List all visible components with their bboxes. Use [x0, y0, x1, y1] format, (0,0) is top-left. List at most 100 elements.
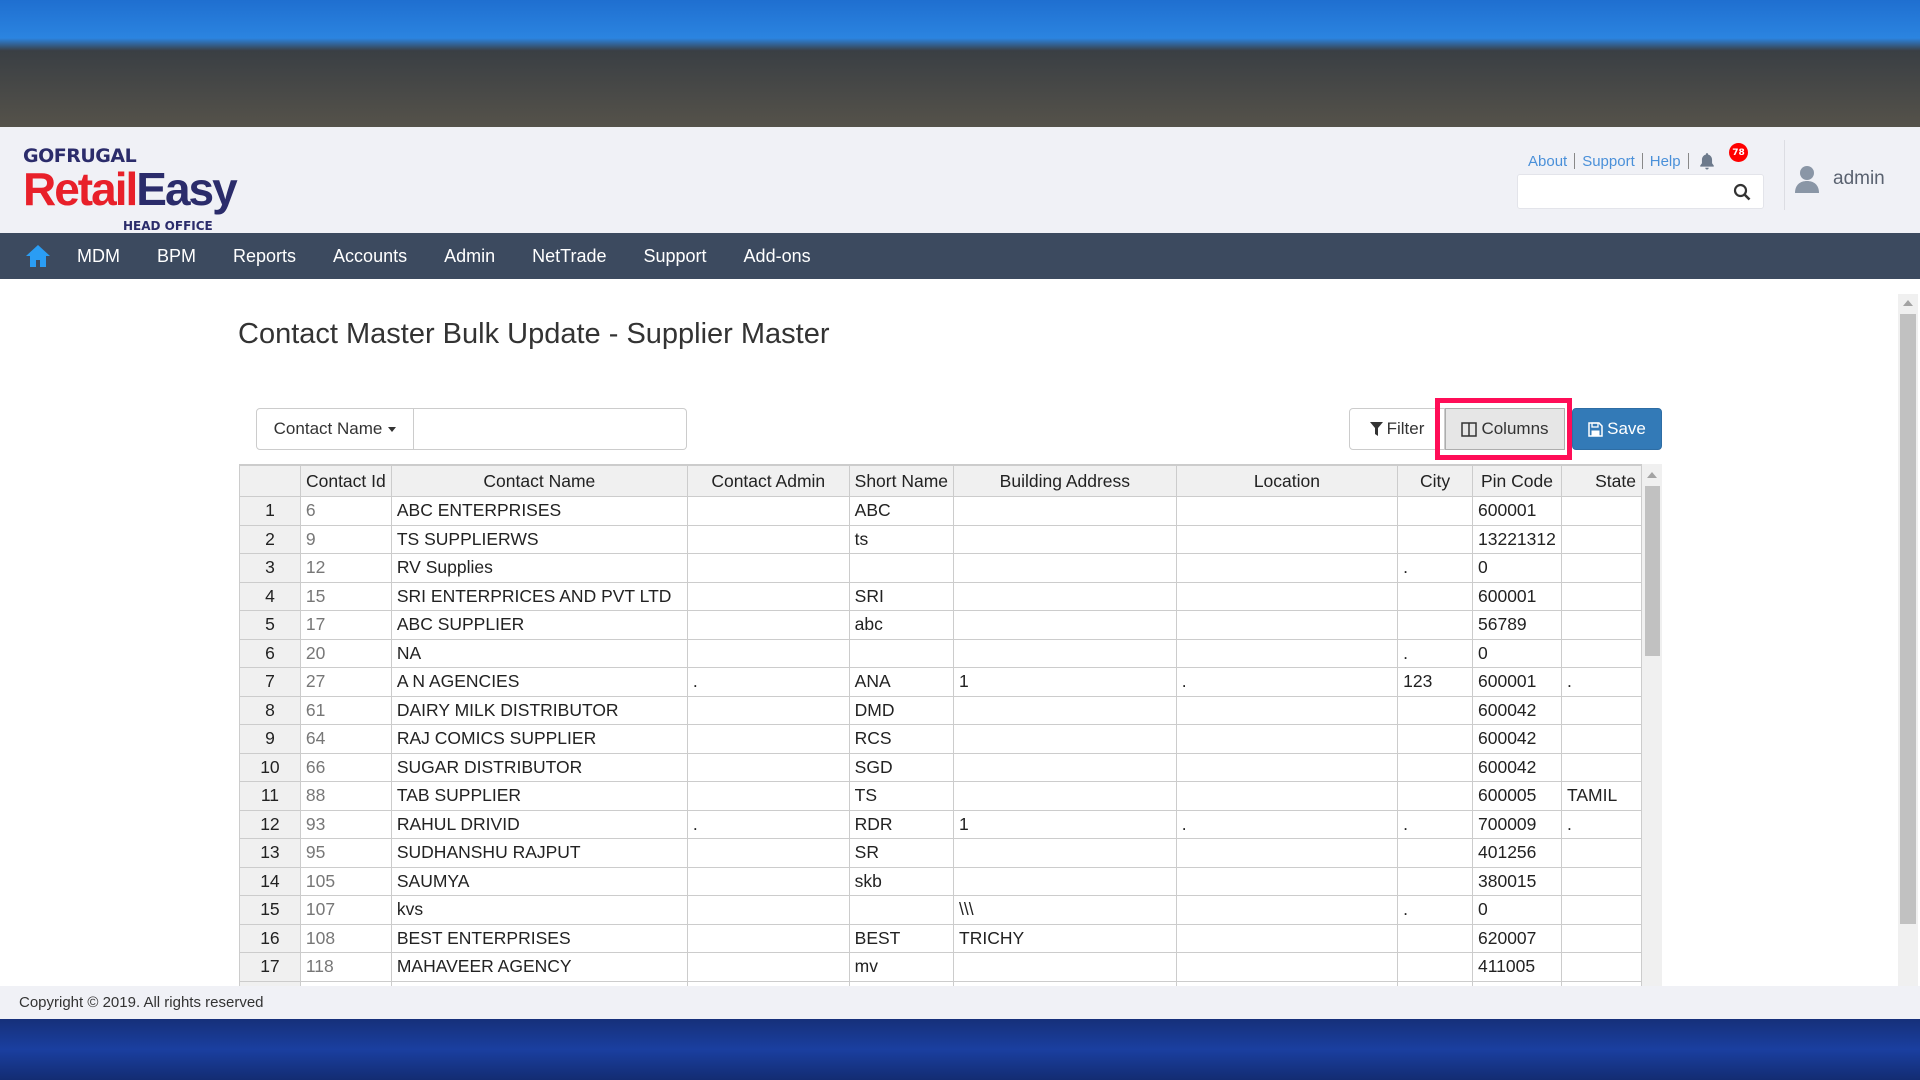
nav-mdm[interactable]: MDM [77, 245, 120, 266]
table-cell[interactable]: 27 [299, 667, 392, 697]
table-cell[interactable] [953, 781, 1177, 811]
table-cell[interactable]: DMD [848, 695, 955, 725]
table-cell[interactable]: DAIRY MILK DISTRIBUTOR [390, 695, 688, 725]
table-cell[interactable] [953, 581, 1177, 611]
table-cell[interactable] [1397, 496, 1473, 526]
table-cell[interactable] [848, 553, 955, 583]
table-row[interactable]: 9 64 RAJ COMICS SUPPLIER RCS 600042 [239, 724, 1642, 754]
table-cell[interactable] [686, 496, 850, 526]
table-cell[interactable]: TRICHY [953, 923, 1177, 953]
table-row[interactable]: 15 107 kvs \\\. 0 [239, 895, 1642, 925]
table-cell[interactable]: 108 [299, 923, 392, 953]
table-cell[interactable]: 1 [953, 667, 1177, 697]
table-cell[interactable] [1397, 695, 1473, 725]
column-header[interactable]: Contact Name [390, 465, 688, 497]
table-cell[interactable]: 95 [299, 838, 392, 868]
table-cell[interactable]: ABC ENTERPRISES [390, 496, 688, 526]
nav-admin[interactable]: Admin [444, 245, 496, 266]
logo[interactable]: GOFRUGAL RetailEasy HEAD OFFICE [23, 145, 238, 233]
table-cell[interactable]: . [1560, 809, 1642, 839]
table-row[interactable]: 14 105 SAUMYA skb 380015 [239, 866, 1642, 896]
nav-bpm[interactable]: BPM [157, 245, 197, 266]
table-cell[interactable]: . [1560, 667, 1642, 697]
table-cell[interactable] [1560, 496, 1642, 526]
table-cell[interactable]: RCS [848, 724, 955, 754]
table-cell[interactable] [953, 838, 1177, 868]
table-cell[interactable] [1560, 610, 1642, 640]
table-cell[interactable]: 600042 [1472, 724, 1562, 754]
table-cell[interactable]: 15 [299, 581, 392, 611]
table-cell[interactable]: 0 [1472, 895, 1562, 925]
table-cell[interactable] [1560, 923, 1642, 953]
table-cell[interactable]: skb [848, 866, 955, 896]
scroll-thumb[interactable] [1645, 486, 1660, 656]
table-cell[interactable]: 0 [1472, 638, 1562, 668]
table-row[interactable]: 16 108 BEST ENTERPRISES BEST TRICHY 620007 [239, 923, 1642, 953]
table-cell[interactable] [686, 724, 850, 754]
table-cell[interactable]: 64 [299, 724, 392, 754]
table-cell[interactable] [953, 695, 1177, 725]
bell-icon[interactable] [1698, 152, 1716, 170]
table-cell[interactable]: . [1397, 895, 1473, 925]
table-cell[interactable]: 620007 [1472, 923, 1562, 953]
column-header[interactable]: Contact Admin [686, 465, 850, 497]
table-cell[interactable]: RV Supplies [390, 553, 688, 583]
help-link[interactable]: Help [1649, 152, 1681, 170]
table-cell[interactable]: TAMIL [1560, 781, 1642, 811]
table-cell[interactable]: . [1397, 809, 1473, 839]
table-cell[interactable]: 93 [299, 809, 392, 839]
column-header[interactable]: City [1397, 465, 1473, 497]
table-cell[interactable] [1175, 695, 1399, 725]
nav-reports[interactable]: Reports [233, 245, 297, 266]
table-cell[interactable] [1560, 838, 1642, 868]
table-cell[interactable]: ABC SUPPLIER [390, 610, 688, 640]
table-cell[interactable] [686, 866, 850, 896]
table-cell[interactable]: 105 [299, 866, 392, 896]
table-row[interactable]: 6 20 NA. 0 [239, 638, 1642, 668]
table-row[interactable]: 3 12 RV Supplies. 0 [239, 553, 1642, 583]
table-cell[interactable]: RDR [848, 809, 955, 839]
table-cell[interactable] [686, 553, 850, 583]
table-cell[interactable]: . [1175, 667, 1399, 697]
table-cell[interactable] [953, 752, 1177, 782]
scroll-up-icon[interactable] [1903, 300, 1913, 306]
table-cell[interactable]: 600001 [1472, 496, 1562, 526]
table-cell[interactable] [686, 610, 850, 640]
nav-add-ons[interactable]: Add-ons [743, 245, 811, 266]
user-menu[interactable]: admin [1795, 165, 1885, 193]
columns-button[interactable]: Columns [1445, 408, 1565, 450]
table-row[interactable] [239, 980, 1642, 986]
table-cell[interactable] [1397, 752, 1473, 782]
table-cell[interactable]: 0 [1472, 553, 1562, 583]
table-cell[interactable] [1175, 923, 1399, 953]
nav-nettrade[interactable]: NetTrade [532, 245, 607, 266]
column-header[interactable]: Building Address [953, 465, 1177, 497]
column-header[interactable] [239, 465, 301, 497]
column-header[interactable]: Location [1175, 465, 1399, 497]
table-cell[interactable]: ABC [848, 496, 955, 526]
table-cell[interactable]: NA [390, 638, 688, 668]
table-cell[interactable]: SUDHANSHU RAJPUT [390, 838, 688, 868]
notification-badge[interactable]: 78 [1729, 143, 1748, 162]
table-cell[interactable] [1560, 866, 1642, 896]
table-cell[interactable] [1560, 895, 1642, 925]
table-cell[interactable] [1397, 952, 1473, 982]
table-cell[interactable]: 20 [299, 638, 392, 668]
search-icon[interactable] [1733, 183, 1751, 201]
table-cell[interactable]: 600001 [1472, 581, 1562, 611]
header-search[interactable] [1517, 174, 1764, 209]
table-cell[interactable] [1175, 952, 1399, 982]
table-row[interactable]: 17 118 MAHAVEER AGENCY mv 411005 [239, 952, 1642, 982]
table-cell[interactable]: SR [848, 838, 955, 868]
table-cell[interactable] [1397, 581, 1473, 611]
table-cell[interactable]: 380015 [1472, 866, 1562, 896]
table-cell[interactable]: 600042 [1472, 752, 1562, 782]
table-cell[interactable] [1560, 695, 1642, 725]
table-cell[interactable] [686, 695, 850, 725]
table-cell[interactable] [1397, 923, 1473, 953]
header-search-input[interactable] [1518, 175, 1718, 208]
table-cell[interactable] [1175, 553, 1399, 583]
table-cell[interactable] [686, 952, 850, 982]
nav-support[interactable]: Support [643, 245, 707, 266]
table-cell[interactable] [848, 895, 955, 925]
